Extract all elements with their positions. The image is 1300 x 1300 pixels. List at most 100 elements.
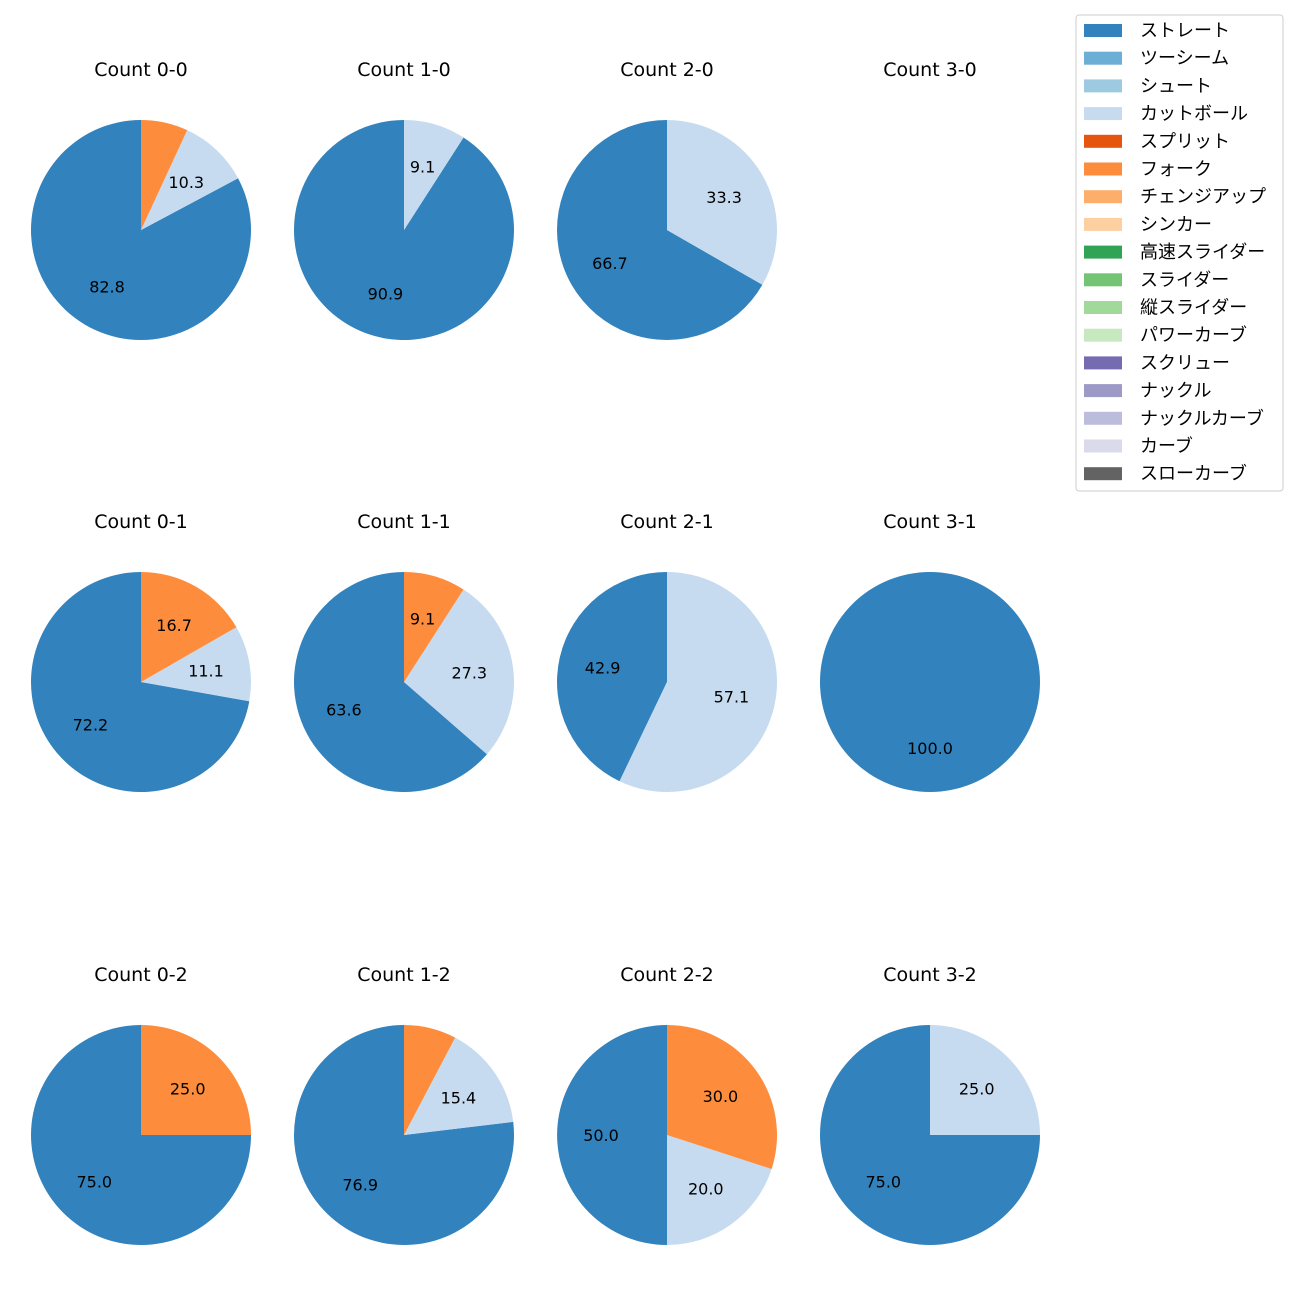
- legend-frame: [1075, 14, 1284, 492]
- legend-label: ストレート: [1140, 21, 1230, 42]
- slice-label: 76.9: [342, 1175, 378, 1194]
- pie-slice: [619, 572, 778, 792]
- pie-title: Count 3-1: [883, 511, 977, 533]
- pie-panel: Count 3-2 75.0 25.0: [820, 964, 1040, 1245]
- pie-panel: Count 0-1 72.2 11.1 16.7: [30, 511, 251, 792]
- slice-label: 16.7: [156, 616, 192, 635]
- slice-label: 100.0: [907, 739, 953, 758]
- legend-label: 縦スライダー: [1140, 298, 1247, 319]
- legend-swatch: [1084, 190, 1122, 204]
- pie-slice: [141, 120, 188, 230]
- slice-label: 25.0: [959, 1079, 995, 1098]
- pie-title: Count 3-0: [883, 59, 977, 81]
- pie-title: Count 0-2: [94, 964, 188, 986]
- legend-label: パワーカーブ: [1140, 324, 1247, 346]
- legend-label: カットボール: [1140, 104, 1248, 125]
- pie-panel: Count 3-0: [883, 59, 977, 81]
- legend-swatch: [1084, 245, 1122, 259]
- legend-label: カーブ: [1140, 435, 1193, 457]
- pie-slice: [30, 572, 250, 792]
- slice-label: 10.3: [168, 173, 204, 192]
- legend-swatch: [1084, 328, 1122, 342]
- pie-slice: [404, 572, 464, 682]
- pie-slice: [404, 120, 464, 230]
- slice-label: 27.3: [451, 664, 487, 683]
- pie-slice: [404, 589, 514, 755]
- legend-swatch: [1084, 107, 1122, 121]
- pie-slice: [141, 1025, 251, 1135]
- slice-label: 75.0: [76, 1173, 112, 1192]
- pie-title: Count 3-2: [883, 964, 977, 986]
- pie-slice: [667, 1135, 772, 1245]
- legend-swatch: [1084, 162, 1122, 176]
- pie-panel: Count 1-2 76.9 15.4: [294, 964, 515, 1245]
- pie-slice: [294, 1025, 515, 1245]
- pie-slice: [930, 1025, 1040, 1135]
- pie-title: Count 2-2: [620, 964, 714, 986]
- slice-label: 25.0: [170, 1079, 206, 1098]
- slice-label: 82.8: [89, 278, 125, 297]
- slice-label: 75.0: [865, 1173, 901, 1192]
- legend-label: チェンジアップ: [1140, 187, 1266, 208]
- legend: ストレートツーシームシュートカットボールスプリットフォークチェンジアップシンカー…: [1075, 14, 1284, 492]
- legend-label: 高速スライダー: [1140, 242, 1265, 263]
- legend-label: フォーク: [1140, 159, 1212, 180]
- legend-swatch: [1084, 24, 1122, 37]
- slice-label: 11.1: [188, 662, 224, 681]
- slice-label: 42.9: [585, 658, 621, 677]
- pie-title: Count 0-1: [94, 511, 188, 533]
- pie-panel: Count 1-0 90.9 9.1: [293, 59, 514, 340]
- pie-slice: [557, 572, 667, 782]
- legend-swatch: [1084, 273, 1122, 287]
- slice-label: 63.6: [326, 700, 362, 719]
- slice-label: 15.4: [441, 1089, 477, 1108]
- slice-label: 57.1: [714, 688, 750, 707]
- slice-label: 9.1: [410, 610, 435, 629]
- legend-swatch: [1084, 439, 1122, 453]
- legend-swatch: [1084, 411, 1122, 425]
- slice-label: 20.0: [688, 1179, 724, 1198]
- legend-swatch: [1084, 384, 1122, 398]
- pie-slice: [667, 120, 778, 285]
- legend-label: シュート: [1140, 76, 1212, 97]
- pie-panel: Count 2-0 66.7 33.3: [557, 59, 778, 340]
- legend-label: スプリット: [1140, 131, 1230, 152]
- slice-label: 30.0: [703, 1087, 739, 1106]
- pie-slice: [404, 1037, 514, 1135]
- slice-label: 33.3: [706, 188, 742, 207]
- legend-swatch: [1084, 301, 1122, 314]
- legend-label: スローカーブ: [1140, 463, 1247, 485]
- pie-slice: [141, 130, 239, 230]
- legend-label: スクリュー: [1140, 353, 1230, 374]
- pie-title: Count 0-0: [94, 59, 188, 81]
- legend-swatch: [1084, 134, 1122, 148]
- pie-slice: [293, 572, 487, 792]
- pie-panel: Count 2-2 50.0 20.0 30.0: [557, 964, 778, 1245]
- legend-label: ナックルカーブ: [1140, 407, 1264, 429]
- legend-swatch: [1084, 79, 1122, 93]
- legend-swatch: [1084, 467, 1122, 481]
- slice-label: 90.9: [368, 284, 404, 303]
- pie-panel: Count 2-1 42.9 57.1: [557, 511, 778, 792]
- pie-slice: [404, 1025, 456, 1135]
- pie-title: Count 2-0: [620, 59, 714, 81]
- pie-slice: [820, 572, 1040, 792]
- legend-label: スライダー: [1140, 270, 1229, 291]
- pie-slice: [557, 120, 763, 340]
- pie-slice: [141, 572, 237, 682]
- pie-panel: Count 3-1 100.0: [820, 511, 1040, 792]
- legend-label: シンカー: [1140, 214, 1212, 235]
- legend-swatch: [1084, 217, 1122, 231]
- slice-label: 72.2: [73, 715, 109, 734]
- legend-label: ツーシーム: [1140, 48, 1229, 69]
- pie-slice: [141, 627, 251, 702]
- pie-panel: Count 1-1 63.6 27.3 9.1: [293, 511, 514, 792]
- pie-panels: Count 0-0 82.8 10.3 Count 1-0 90.9 9.1 Count 2…: [30, 59, 1040, 1245]
- legend-label: ナックル: [1140, 381, 1211, 402]
- pie-title: Count 1-2: [357, 964, 451, 986]
- pie-title: Count 1-0: [357, 59, 451, 81]
- pie-slice: [557, 1025, 667, 1245]
- slice-label: 9.1: [410, 158, 435, 177]
- pie-title: Count 1-1: [357, 511, 451, 533]
